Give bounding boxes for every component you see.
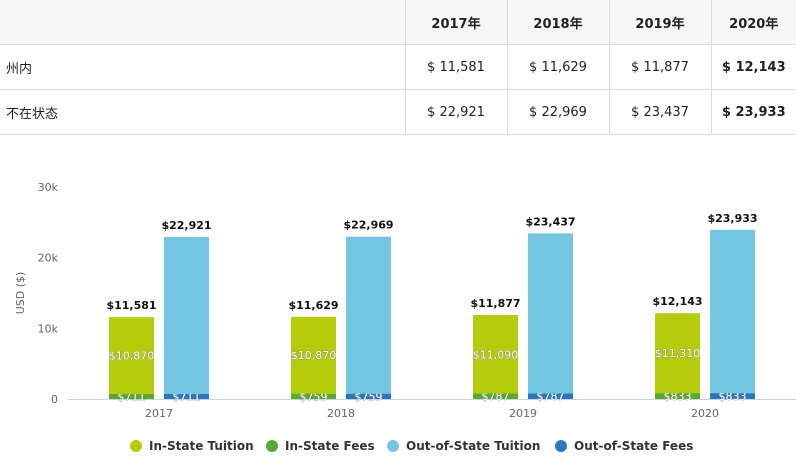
segment-data-label: $11,090 [473, 348, 519, 361]
table-header-blank [0, 0, 406, 45]
bar-in-state-tuition [655, 313, 700, 394]
bar-in-state-tuition [109, 317, 154, 394]
table-cell: $ 22,921 [404, 89, 508, 135]
segment-data-label: $833 [719, 390, 747, 403]
segment-data-label: $11,310 [655, 347, 701, 360]
bar-out-of-state-fees [528, 393, 573, 399]
legend-item-in-state-tuition[interactable]: In-State Tuition [130, 436, 254, 456]
segment-data-label: $833 [664, 390, 692, 403]
total-data-label: $22,921 [161, 219, 211, 232]
chart-legend: In-State Tuition In-State Fees Out-of-St… [0, 436, 796, 456]
legend-label: Out-of-State Fees [574, 439, 694, 453]
segment-data-label: $10,870 [109, 350, 155, 363]
row-label: 州内 [0, 44, 406, 90]
table-cell: $ 11,581 [404, 44, 508, 90]
total-data-label: $22,969 [343, 219, 393, 232]
table-header-2018: 2018年 [506, 0, 610, 45]
legend-label: In-State Tuition [149, 439, 254, 453]
total-data-label: $23,437 [525, 215, 575, 228]
bar-out-of-state-tuition [164, 237, 209, 394]
y-axis-title: USD ($) [14, 272, 27, 315]
bar-in-state-fees [109, 393, 154, 399]
legend-item-out-of-state-tuition[interactable]: Out-of-State Tuition [387, 436, 540, 456]
table-header-2019: 2019年 [608, 0, 712, 45]
total-data-label: $12,143 [652, 295, 702, 308]
table-cell: $ 23,437 [608, 89, 712, 135]
table-cell: $ 23,933 [710, 89, 796, 135]
tuition-table: 2017年 2018年 2019年 2020年 州内 $ 11,581 $ 11… [0, 0, 796, 135]
table-header-row: 2017年 2018年 2019年 2020年 [0, 0, 796, 45]
y-tick-label: 10k [38, 322, 59, 335]
bar-in-state-fees [655, 393, 700, 399]
bar-in-state-fees [291, 393, 336, 399]
table-header-2017: 2017年 [404, 0, 508, 45]
bar-out-of-state-fees [710, 393, 755, 399]
legend-item-in-state-fees[interactable]: In-State Fees [266, 436, 375, 456]
legend-marker [387, 440, 399, 452]
table-cell: $ 12,143 [710, 44, 796, 90]
legend-marker [555, 440, 567, 452]
table-row-out-of-state: 不在状态 $ 22,921 $ 22,969 $ 23,437 $ 23,933 [0, 89, 796, 135]
table-cell: $ 22,969 [506, 89, 610, 135]
legend-item-out-of-state-fees[interactable]: Out-of-State Fees [555, 436, 693, 456]
table-cell: $ 11,877 [608, 44, 712, 90]
legend-label: Out-of-State Tuition [406, 439, 541, 453]
table-header-2020: 2020年 [710, 0, 796, 45]
y-tick-label: 30k [38, 181, 59, 194]
bar-out-of-state-tuition [346, 236, 391, 394]
bar-in-state-tuition [473, 315, 518, 394]
bar-in-state-tuition [291, 316, 336, 394]
segment-data-label: $10,870 [291, 349, 337, 362]
legend-marker [130, 440, 142, 452]
table-row-in-state: 州内 $ 11,581 $ 11,629 $ 11,877 $ 12,143 [0, 44, 796, 90]
bar-in-state-fees [473, 393, 518, 399]
bar-out-of-state-fees [164, 393, 209, 399]
bar-out-of-state-tuition [710, 229, 755, 394]
legend-marker [266, 440, 278, 452]
table-cell: $ 11,629 [506, 44, 610, 90]
x-tick-label: 2017 [145, 407, 173, 420]
row-label: 不在状态 [0, 89, 406, 135]
x-tick-label: 2018 [327, 407, 355, 420]
total-data-label: $11,877 [470, 297, 520, 310]
y-tick-label: 0 [51, 393, 58, 406]
total-data-label: $11,581 [106, 299, 156, 312]
legend-label: In-State Fees [285, 439, 375, 453]
y-tick-label: 20k [38, 252, 59, 265]
bar-out-of-state-tuition [528, 233, 573, 394]
bar-out-of-state-fees [346, 393, 391, 399]
x-tick-label: 2019 [509, 407, 537, 420]
total-data-label: $23,933 [707, 212, 757, 225]
x-tick-label: 2020 [691, 407, 719, 420]
total-data-label: $11,629 [288, 299, 338, 312]
